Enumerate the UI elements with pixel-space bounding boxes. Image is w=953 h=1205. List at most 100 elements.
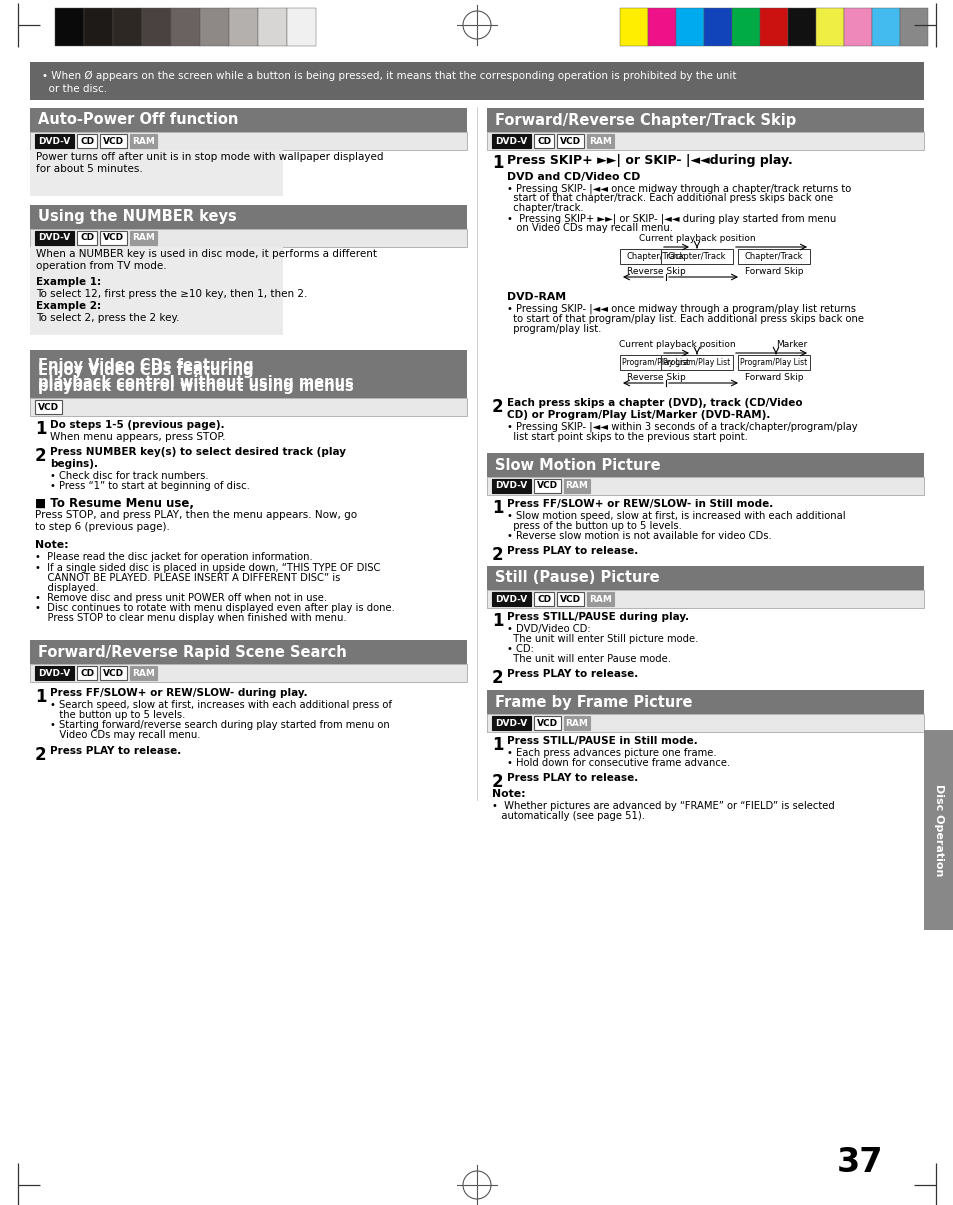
Bar — [171, 8, 200, 46]
Text: Press PLAY to release.: Press PLAY to release. — [506, 546, 638, 556]
Text: DVD-RAM: DVD-RAM — [506, 292, 565, 302]
Bar — [35, 231, 74, 245]
Bar — [30, 229, 467, 247]
Text: VCD: VCD — [103, 669, 124, 677]
Bar — [492, 134, 531, 148]
Text: Program/Play List: Program/Play List — [662, 358, 730, 368]
Text: DVD-V: DVD-V — [495, 594, 527, 604]
Text: Example 2:: Example 2: — [36, 301, 101, 311]
Text: RAM: RAM — [132, 234, 154, 242]
Bar — [100, 134, 127, 148]
Text: The unit will enter Still picture mode.: The unit will enter Still picture mode. — [506, 634, 698, 643]
Bar — [534, 134, 554, 148]
Text: VCD: VCD — [559, 136, 580, 146]
Bar — [130, 666, 156, 680]
Bar — [871, 8, 899, 46]
Text: Reverse Skip: Reverse Skip — [626, 268, 684, 276]
Text: Current playback position: Current playback position — [618, 340, 735, 349]
Bar — [35, 400, 62, 415]
Text: Press PLAY to release.: Press PLAY to release. — [506, 669, 638, 678]
Bar — [676, 8, 703, 46]
Bar — [486, 133, 923, 149]
Bar — [557, 134, 583, 148]
Text: DVD-V: DVD-V — [495, 718, 527, 728]
Text: • Pressing SKIP- |◄◄ once midway through a chapter/track returns to: • Pressing SKIP- |◄◄ once midway through… — [506, 183, 850, 194]
Text: DVD-V: DVD-V — [495, 482, 527, 490]
Bar — [492, 480, 531, 493]
Text: list start point skips to the previous start point.: list start point skips to the previous s… — [506, 433, 747, 442]
Text: Note:: Note: — [35, 540, 69, 549]
Text: begins).: begins). — [50, 459, 98, 469]
Text: • When Ø appears on the screen while a button is being pressed, it means that th: • When Ø appears on the screen while a b… — [42, 71, 736, 81]
Text: DVD-V: DVD-V — [38, 234, 71, 242]
Text: Power turns off after unit is in stop mode with wallpaper displayed: Power turns off after unit is in stop mo… — [36, 152, 383, 161]
Text: When menu appears, press STOP.: When menu appears, press STOP. — [50, 433, 225, 442]
Bar — [563, 480, 590, 493]
Bar — [130, 231, 156, 245]
Bar — [486, 690, 923, 715]
Text: •  Whether pictures are advanced by “FRAME” or “FIELD” is selected: • Whether pictures are advanced by “FRAM… — [492, 801, 834, 811]
Text: • DVD/Video CD:: • DVD/Video CD: — [506, 624, 590, 634]
Text: RAM: RAM — [132, 136, 154, 146]
Bar — [899, 8, 927, 46]
Bar — [229, 8, 257, 46]
Text: Video CDs may recall menu.: Video CDs may recall menu. — [50, 730, 200, 740]
Bar — [30, 247, 283, 335]
Bar — [30, 398, 467, 416]
Text: 1: 1 — [492, 154, 503, 172]
Text: • Each press advances picture one frame.: • Each press advances picture one frame. — [506, 748, 716, 758]
Text: 2: 2 — [492, 669, 503, 687]
Text: Press NUMBER key(s) to select desired track (play: Press NUMBER key(s) to select desired tr… — [50, 447, 346, 457]
Text: DVD-V: DVD-V — [38, 669, 71, 677]
Text: Press FF/SLOW+ or REW/SLOW- in Still mode.: Press FF/SLOW+ or REW/SLOW- in Still mod… — [506, 499, 773, 509]
Bar — [287, 8, 315, 46]
Bar — [563, 716, 590, 730]
Text: VCD: VCD — [537, 718, 558, 728]
Text: Program/Play List: Program/Play List — [740, 358, 807, 368]
Text: Slow Motion Picture: Slow Motion Picture — [495, 458, 659, 472]
Text: CD: CD — [537, 136, 551, 146]
Text: RAM: RAM — [132, 669, 154, 677]
Text: • Check disc for track numbers.: • Check disc for track numbers. — [50, 471, 209, 481]
Bar — [35, 666, 74, 680]
Bar — [660, 355, 732, 370]
Text: • Pressing SKIP- |◄◄ once midway through a program/play list returns: • Pressing SKIP- |◄◄ once midway through… — [506, 304, 855, 315]
Text: Press PLAY to release.: Press PLAY to release. — [50, 746, 181, 756]
Bar — [586, 592, 613, 606]
Bar — [77, 134, 97, 148]
Text: •  Remove disc and press unit POWER off when not in use.: • Remove disc and press unit POWER off w… — [35, 593, 327, 602]
Text: Still (Pause) Picture: Still (Pause) Picture — [495, 570, 659, 586]
Bar — [486, 108, 923, 133]
Text: 2: 2 — [35, 447, 47, 465]
Text: to start of that program/play list. Each additional press skips back one: to start of that program/play list. Each… — [506, 315, 863, 324]
Bar — [35, 134, 74, 148]
Bar — [843, 8, 871, 46]
Text: CD: CD — [80, 669, 94, 677]
Bar — [142, 8, 171, 46]
Text: displayed.: displayed. — [35, 583, 99, 593]
Bar — [647, 8, 676, 46]
Bar — [619, 8, 647, 46]
Text: Press SKIP+ ►►| or SKIP- |◄◄during play.: Press SKIP+ ►►| or SKIP- |◄◄during play. — [506, 154, 792, 167]
Text: Current playback position: Current playback position — [638, 234, 755, 243]
Bar — [492, 716, 531, 730]
Text: Each press skips a chapter (DVD), track (CD/Video: Each press skips a chapter (DVD), track … — [506, 398, 801, 408]
Text: 1: 1 — [492, 499, 503, 517]
Bar — [30, 664, 467, 682]
Bar — [557, 592, 583, 606]
Text: RAM: RAM — [565, 718, 588, 728]
Text: Enjoy Video CDs featuring: Enjoy Video CDs featuring — [38, 363, 253, 378]
Text: chapter/track.: chapter/track. — [506, 202, 583, 213]
Text: • Hold down for consecutive frame advance.: • Hold down for consecutive frame advanc… — [506, 758, 729, 768]
Text: •  If a single sided disc is placed in upside down, “THIS TYPE OF DISC: • If a single sided disc is placed in up… — [35, 563, 380, 574]
Text: 1: 1 — [35, 688, 47, 706]
Text: Forward/Reverse Rapid Scene Search: Forward/Reverse Rapid Scene Search — [38, 645, 346, 659]
Bar — [486, 590, 923, 609]
Text: Auto-Power Off function: Auto-Power Off function — [38, 112, 238, 128]
Bar — [30, 108, 467, 133]
Text: Press STOP to clear menu display when finished with menu.: Press STOP to clear menu display when fi… — [35, 613, 346, 623]
Text: VCD: VCD — [537, 482, 558, 490]
Text: Chapter/Track: Chapter/Track — [667, 252, 725, 261]
Bar — [84, 8, 112, 46]
Bar — [77, 666, 97, 680]
